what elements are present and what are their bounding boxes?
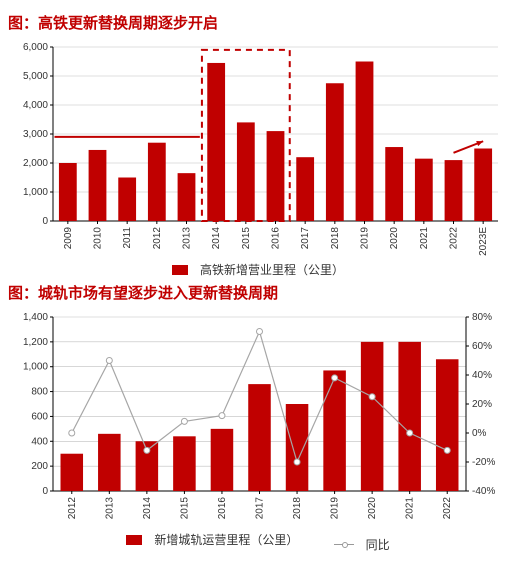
svg-text:1,000: 1,000 <box>23 362 48 373</box>
svg-text:2016: 2016 <box>217 497 228 520</box>
svg-text:800: 800 <box>31 387 48 398</box>
chart1-svg: 0 1,000 2,000 3,000 4,000 5,000 6,000 2009 2010 2… <box>8 39 508 259</box>
svg-text:3,000: 3,000 <box>23 129 48 140</box>
svg-text:2020: 2020 <box>389 227 400 250</box>
chart2: 0 200 400 600 800 1,000 1,200 1,400 -40% -20% 0% 20… <box>8 309 508 553</box>
svg-text:2014: 2014 <box>211 227 222 250</box>
svg-text:2016: 2016 <box>271 227 282 250</box>
svg-text:2013: 2013 <box>104 497 115 520</box>
svg-text:2,000: 2,000 <box>23 158 48 169</box>
svg-text:2014: 2014 <box>142 497 153 520</box>
svg-text:2021: 2021 <box>405 497 416 520</box>
svg-text:1,400: 1,400 <box>23 312 48 323</box>
chart2-title-prefix: 图： <box>8 285 38 302</box>
svg-text:200: 200 <box>31 461 48 472</box>
svg-text:0%: 0% <box>472 428 487 439</box>
svg-text:2018: 2018 <box>330 227 341 250</box>
legend-swatch <box>126 535 142 545</box>
svg-text:-20%: -20% <box>472 457 495 468</box>
legend-swatch-line <box>334 544 354 545</box>
svg-text:1,200: 1,200 <box>23 337 48 348</box>
svg-text:2009: 2009 <box>63 227 74 250</box>
chart2-legend-line-label: 同比 <box>366 536 390 553</box>
svg-text:2021: 2021 <box>419 227 430 250</box>
svg-text:4,000: 4,000 <box>23 100 48 111</box>
svg-text:60%: 60% <box>472 341 492 352</box>
chart1-title-prefix: 图： <box>8 15 38 32</box>
chart1: 0 1,000 2,000 3,000 4,000 5,000 6,000 2009 2010 2… <box>8 39 508 278</box>
svg-text:0: 0 <box>42 216 48 227</box>
svg-text:400: 400 <box>31 436 48 447</box>
svg-text:80%: 80% <box>472 312 492 323</box>
svg-text:2015: 2015 <box>241 227 252 250</box>
svg-text:2013: 2013 <box>182 227 193 250</box>
svg-text:1,000: 1,000 <box>23 187 48 198</box>
svg-text:600: 600 <box>31 411 48 422</box>
svg-text:2010: 2010 <box>93 227 104 250</box>
svg-text:2017: 2017 <box>255 497 266 520</box>
svg-text:-40%: -40% <box>472 486 495 497</box>
svg-text:6,000: 6,000 <box>23 42 48 53</box>
chart2-legend-bar-label: 新增城轨运营里程（公里） <box>154 531 298 548</box>
svg-text:0: 0 <box>42 486 48 497</box>
svg-text:2012: 2012 <box>152 227 163 250</box>
svg-text:5,000: 5,000 <box>23 71 48 82</box>
svg-text:2019: 2019 <box>360 227 371 250</box>
svg-text:2022: 2022 <box>442 497 453 520</box>
svg-text:20%: 20% <box>472 399 492 410</box>
svg-text:2017: 2017 <box>300 227 311 250</box>
svg-text:2022: 2022 <box>449 227 460 250</box>
chart1-legend-item: 高铁新增营业里程（公里） <box>164 261 352 278</box>
svg-text:2012: 2012 <box>67 497 78 520</box>
chart1-title: 图：高铁更新替换周期逐步开启 <box>8 12 512 33</box>
svg-text:2015: 2015 <box>179 497 190 520</box>
chart2-legend: 新增城轨运营里程（公里） 同比 <box>8 531 508 553</box>
chart2-legend-line: 同比 <box>326 536 398 553</box>
chart2-legend-bar: 新增城轨运营里程（公里） <box>118 531 306 548</box>
svg-text:2019: 2019 <box>330 497 341 520</box>
chart1-legend-label: 高铁新增营业里程（公里） <box>200 261 344 278</box>
svg-text:2011: 2011 <box>122 227 133 249</box>
chart1-title-text: 高铁更新替换周期逐步开启 <box>38 15 218 32</box>
svg-text:40%: 40% <box>472 370 492 381</box>
legend-swatch <box>172 265 188 275</box>
svg-text:2020: 2020 <box>367 497 378 520</box>
chart2-title-text: 城轨市场有望逐步进入更新替换周期 <box>38 285 278 302</box>
chart1-legend: 高铁新增营业里程（公里） <box>8 261 508 278</box>
svg-text:2023E: 2023E <box>478 227 489 256</box>
chart2-title: 图：城轨市场有望逐步进入更新替换周期 <box>8 282 512 303</box>
svg-text:2018: 2018 <box>292 497 303 520</box>
chart2-svg: 0 200 400 600 800 1,000 1,200 1,400 -40% -20% 0% 20… <box>8 309 508 529</box>
